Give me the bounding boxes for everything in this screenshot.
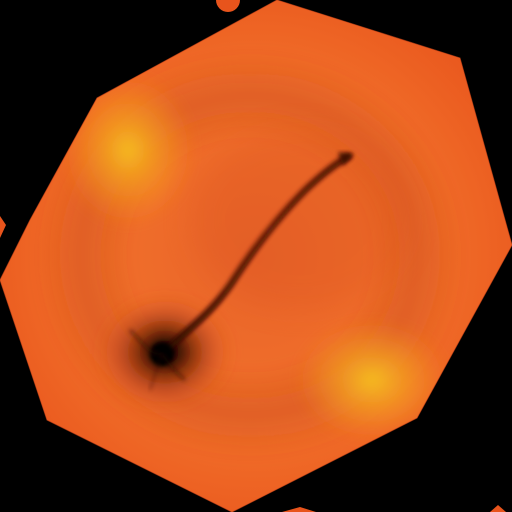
highlight-upper-left: [60, 72, 196, 228]
highlight-lower-right: [294, 318, 450, 442]
